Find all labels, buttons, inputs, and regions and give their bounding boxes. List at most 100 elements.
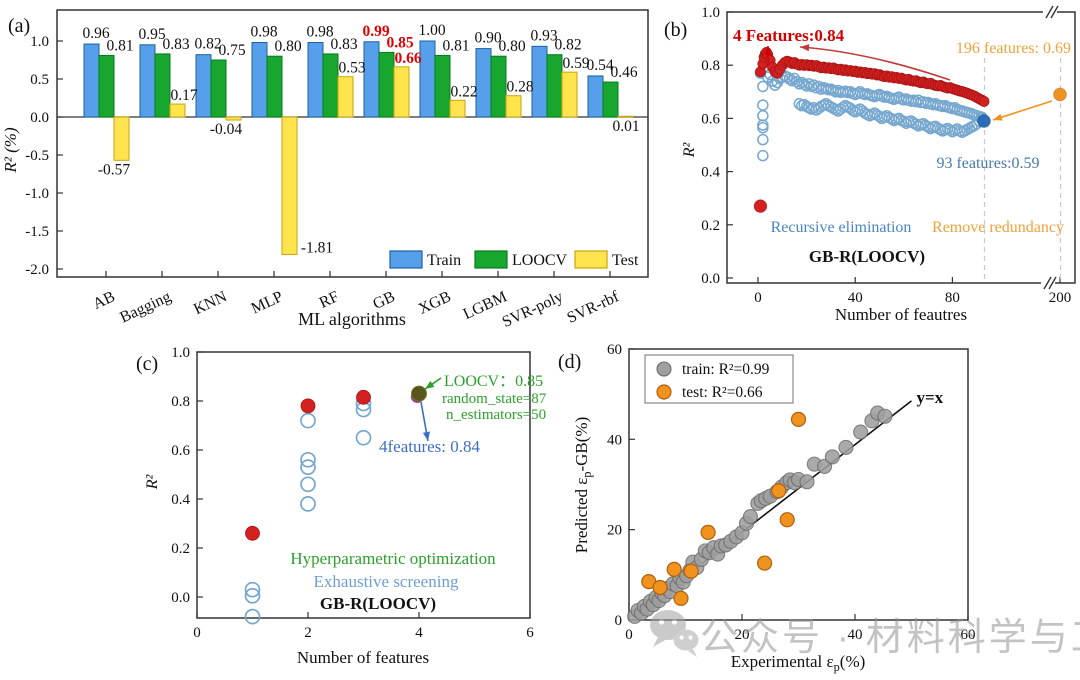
- bar-test-Bagging: [169, 103, 186, 118]
- train-point: [742, 508, 759, 525]
- y-tick-label: 1.0: [30, 34, 49, 50]
- bar-test-SVR-rbf: [617, 115, 634, 118]
- candidate-point: [244, 581, 261, 598]
- x-tick-label: 40: [848, 290, 863, 306]
- bar-train-RF: [307, 42, 324, 118]
- y-tick-label: 40: [607, 432, 622, 448]
- test-point: [756, 555, 773, 571]
- panel-b-feature-selection-scatter: 0.0 0.2 0.4 0.6 0.8 1.0 0 40 80 200 4 Features:0.8…: [664, 5, 1076, 324]
- candidate-point: [300, 496, 316, 512]
- bar-value-label: 0.66: [394, 50, 421, 67]
- bar-value-label: -0.04: [210, 121, 243, 138]
- train-point: [877, 408, 893, 424]
- x-tick-label: MLP: [249, 288, 286, 317]
- legend-label-test: Test: [612, 252, 639, 269]
- panel-letter-a: (a): [8, 15, 30, 37]
- bar-value-label: 0.75: [218, 42, 245, 59]
- bar-value-label: 1.00: [418, 22, 445, 39]
- annotation: 4features: 0.84: [379, 437, 481, 456]
- bar-loocv-Bagging: [154, 53, 171, 118]
- test-point: [790, 411, 807, 428]
- x-tick-label: 80: [945, 290, 960, 306]
- plot-box: [196, 351, 531, 619]
- candidate-point: [757, 121, 769, 134]
- annotation-arrow: [799, 46, 951, 81]
- x-tick-label: Bagging: [117, 288, 173, 326]
- y-tick-label: -1.0: [25, 186, 49, 202]
- y-tick-label: 0.4: [171, 492, 190, 508]
- plot-box: [56, 9, 649, 278]
- panel-c-feature-count-scatter: 0.0 0.2 0.4 0.6 0.8 1.0 0 2 4 6 LOOCV：0.85random_s…: [136, 345, 547, 667]
- x-tick-label: 200: [1049, 290, 1072, 306]
- bar-test-RF: [337, 76, 354, 118]
- bar-value-label: 0.59: [562, 55, 589, 72]
- candidate-point: [791, 75, 803, 88]
- bar-value-label: 0.85: [386, 34, 413, 51]
- bar-loocv-MLP: [266, 55, 283, 118]
- legend-marker-train: [656, 361, 672, 377]
- test-point: [700, 524, 716, 540]
- panel-letter-c: (c): [136, 353, 158, 375]
- axis-break-slash: [1050, 5, 1059, 19]
- test-point: [683, 563, 699, 579]
- bar-train-GB: [363, 41, 380, 118]
- candidate-point: [757, 149, 769, 162]
- bar-value-label: 0.80: [274, 38, 301, 55]
- x-tick-label: 40: [848, 627, 863, 643]
- bar-value-label: 0.17: [170, 87, 197, 104]
- bar-value-label: 0.93: [530, 27, 557, 44]
- y-tick-label: 0: [615, 613, 623, 629]
- test-point: [779, 512, 795, 528]
- y-tick-label: 0.8: [171, 394, 190, 410]
- bar-value-label: 0.98: [306, 24, 333, 41]
- x-tick-label: XGB: [416, 288, 454, 318]
- bar-loocv-AB: [98, 54, 115, 118]
- candidate-point: [757, 80, 769, 93]
- bar-test-MLP: [281, 116, 298, 256]
- panel-d-parity-plot: 0 20 40 60 0 20 40 60 y=x train: R²=0.99 test: R²=…: [558, 342, 976, 674]
- x-tick-label: 2: [304, 625, 312, 641]
- legend-swatch-train: [389, 250, 423, 269]
- y-tick-label: 0.6: [171, 443, 190, 459]
- bar-test-KNN: [225, 116, 242, 121]
- best-point: [356, 389, 371, 405]
- bar-value-label: 0.80: [498, 38, 525, 55]
- bar-test-LGBM: [505, 95, 522, 118]
- bar-value-label: 0.54: [586, 57, 613, 74]
- annotation-arrow: [992, 100, 1053, 121]
- train-point: [838, 439, 854, 455]
- bar-value-label: 0.46: [610, 64, 637, 81]
- bar-train-KNN: [195, 54, 212, 118]
- bar-test-SVR-poly: [561, 71, 578, 118]
- identity-line-label: y=x: [917, 388, 944, 407]
- legend-label-test: test: R²=0.66: [682, 384, 763, 401]
- y-tick-label: -2.0: [25, 262, 49, 278]
- candidate-point: [757, 133, 769, 146]
- axis-break-slash: [1048, 276, 1057, 290]
- legend-swatch-test: [574, 250, 608, 269]
- y-tick-label: -1.5: [25, 224, 49, 240]
- test-point: [673, 590, 689, 606]
- x-tick-label: 0: [754, 290, 762, 306]
- annotation: random_state=87: [442, 391, 547, 407]
- axis-break-slash: [1043, 276, 1052, 290]
- annotation: Hyperparametric optimization: [290, 549, 496, 568]
- arrowhead: [422, 431, 430, 441]
- bar-value-label: -0.57: [98, 161, 131, 178]
- y-tick-label: 0.0: [171, 590, 190, 606]
- x-tick-label: AB: [90, 288, 117, 313]
- arrowhead: [800, 44, 810, 52]
- special-point-1-feature: [753, 199, 768, 214]
- legend-swatch-loocv: [474, 250, 508, 269]
- y-tick-label: 0.8: [701, 58, 720, 74]
- legend-label-train: Train: [427, 252, 461, 269]
- annotation: 93 features:0.59: [936, 155, 1039, 172]
- x-tick-label: 6: [526, 625, 534, 641]
- x-axis-title: ML algorithms: [298, 309, 406, 329]
- bar-loocv-SVR-rbf: [602, 81, 619, 118]
- axis-break-slash: [1045, 5, 1054, 19]
- x-tick-label: 4: [415, 625, 423, 641]
- y-tick-label: -0.5: [25, 148, 49, 164]
- panel-letter-d: (d): [558, 351, 581, 373]
